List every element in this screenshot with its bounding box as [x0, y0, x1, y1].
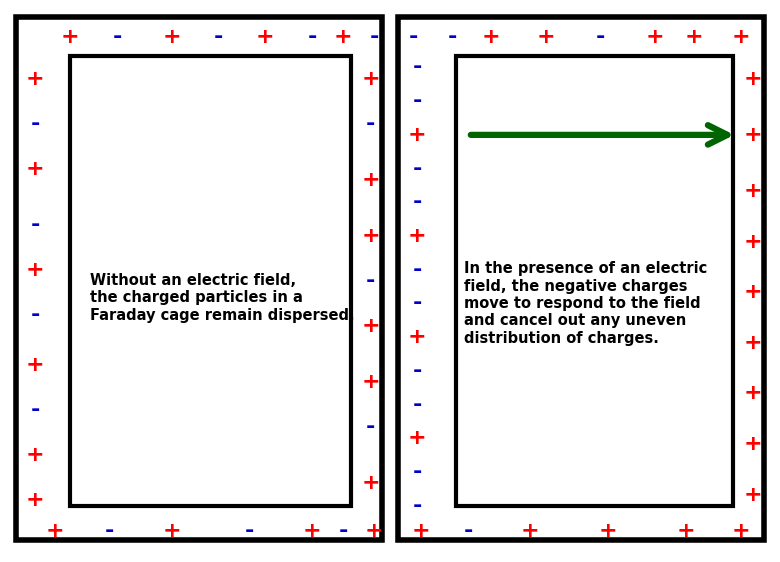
Text: +: + — [303, 521, 321, 541]
Text: +: + — [162, 26, 181, 47]
Text: -: - — [214, 26, 223, 47]
Text: +: + — [45, 521, 64, 541]
Text: +: + — [361, 69, 380, 89]
Text: -: - — [448, 26, 457, 47]
Text: +: + — [334, 26, 353, 47]
Text: In the presence of an electric
field, the negative charges
move to respond to th: In the presence of an electric field, th… — [464, 261, 707, 346]
Text: +: + — [26, 69, 44, 89]
Text: +: + — [743, 181, 762, 201]
Text: +: + — [26, 260, 44, 280]
Text: -: - — [413, 462, 422, 482]
Text: +: + — [537, 26, 555, 47]
Text: +: + — [743, 333, 762, 353]
Text: +: + — [361, 473, 380, 493]
Text: -: - — [596, 26, 605, 47]
Text: -: - — [413, 361, 422, 381]
Text: +: + — [743, 484, 762, 505]
Text: -: - — [366, 417, 375, 437]
Text: -: - — [30, 400, 40, 420]
Text: +: + — [599, 521, 618, 541]
Text: +: + — [361, 170, 380, 190]
Text: +: + — [408, 226, 427, 246]
Text: +: + — [743, 383, 762, 404]
Text: +: + — [743, 125, 762, 145]
Text: +: + — [408, 327, 427, 347]
Text: -: - — [413, 496, 422, 516]
Text: +: + — [646, 26, 665, 47]
Text: -: - — [413, 192, 422, 212]
Text: +: + — [743, 232, 762, 252]
Text: -: - — [307, 26, 317, 47]
Text: +: + — [521, 521, 540, 541]
Text: +: + — [256, 26, 275, 47]
Text: +: + — [685, 26, 704, 47]
Text: +: + — [26, 355, 44, 375]
Text: Without an electric field,
the charged particles in a
Faraday cage remain disper: Without an electric field, the charged p… — [90, 273, 354, 323]
Text: +: + — [743, 282, 762, 302]
Text: +: + — [361, 372, 380, 392]
Text: +: + — [482, 26, 501, 47]
Text: -: - — [30, 305, 40, 325]
Text: -: - — [409, 26, 418, 47]
Text: +: + — [732, 26, 750, 47]
Text: +: + — [162, 521, 181, 541]
Bar — [16, 17, 382, 540]
Text: +: + — [26, 158, 44, 179]
Text: -: - — [339, 521, 348, 541]
Text: +: + — [412, 521, 431, 541]
Text: -: - — [366, 271, 375, 291]
Text: -: - — [463, 521, 473, 541]
Bar — [398, 17, 764, 540]
Text: -: - — [245, 521, 254, 541]
Text: +: + — [26, 490, 44, 510]
Text: -: - — [413, 293, 422, 314]
Text: +: + — [743, 434, 762, 454]
Text: -: - — [413, 260, 422, 280]
Text: +: + — [408, 125, 427, 145]
Text: -: - — [413, 91, 422, 111]
Text: -: - — [366, 114, 375, 134]
Text: -: - — [370, 26, 379, 47]
Text: -: - — [30, 114, 40, 134]
Text: +: + — [26, 445, 44, 465]
Text: +: + — [365, 521, 384, 541]
Text: -: - — [413, 158, 422, 179]
Text: +: + — [677, 521, 696, 541]
Text: -: - — [105, 521, 114, 541]
Bar — [70, 56, 351, 506]
Bar — [456, 56, 733, 506]
Text: +: + — [361, 316, 380, 336]
Text: -: - — [30, 215, 40, 235]
Text: +: + — [743, 69, 762, 89]
Text: +: + — [408, 428, 427, 448]
Text: +: + — [61, 26, 80, 47]
Text: -: - — [413, 57, 422, 78]
Text: -: - — [112, 26, 122, 47]
Text: -: - — [413, 395, 422, 415]
Text: +: + — [361, 226, 380, 246]
Text: +: + — [732, 521, 750, 541]
